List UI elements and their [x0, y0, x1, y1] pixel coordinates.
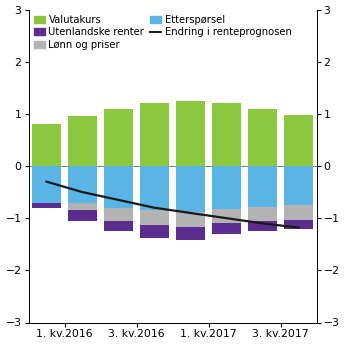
Bar	[212, 224, 241, 234]
Bar	[284, 205, 313, 220]
Bar	[104, 208, 133, 221]
Bar	[104, 109, 133, 166]
Bar	[212, 166, 241, 209]
Bar	[248, 109, 277, 166]
Bar	[68, 166, 97, 203]
Bar	[68, 203, 97, 210]
Bar	[176, 227, 205, 239]
Bar	[140, 210, 169, 225]
Bar	[176, 212, 205, 227]
Bar	[284, 166, 313, 205]
Bar	[68, 210, 97, 221]
Bar	[104, 166, 133, 208]
Bar	[212, 104, 241, 166]
Bar	[284, 220, 313, 229]
Bar	[248, 166, 277, 207]
Legend: Valutakurs, Utenlandske renter, Lønn og priser, Etterspørsel, Endring i rentepro: Valutakurs, Utenlandske renter, Lønn og …	[31, 12, 294, 51]
Bar	[212, 209, 241, 224]
Bar	[140, 225, 169, 238]
Bar	[32, 166, 61, 203]
Bar	[32, 203, 61, 208]
Bar	[140, 104, 169, 166]
Bar	[284, 115, 313, 166]
Bar	[68, 117, 97, 166]
Bar	[176, 101, 205, 166]
Bar	[140, 166, 169, 210]
Bar	[248, 221, 277, 231]
Bar	[176, 166, 205, 212]
Bar	[32, 124, 61, 166]
Bar	[104, 221, 133, 231]
Bar	[248, 207, 277, 221]
